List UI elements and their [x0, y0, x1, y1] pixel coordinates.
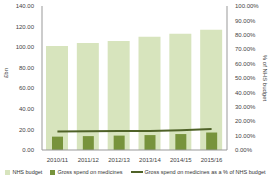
svg-text:70.00%: 70.00% [235, 46, 256, 52]
svg-text:2012/13: 2012/13 [108, 157, 130, 163]
svg-text:2013/14: 2013/14 [139, 157, 161, 163]
svg-text:60.00%: 60.00% [235, 61, 256, 67]
svg-text:50.00%: 50.00% [235, 75, 256, 81]
svg-text:120.00: 120.00 [16, 24, 35, 30]
svg-text:2014/15: 2014/15 [170, 157, 192, 163]
svg-text:2015/16: 2015/16 [201, 157, 223, 163]
svg-text:% of NHS budget: % of NHS budget [262, 55, 268, 102]
svg-text:90.00%: 90.00% [235, 18, 256, 24]
svg-text:0.00: 0.00 [22, 147, 34, 153]
svg-text:20.00%: 20.00% [235, 118, 256, 124]
svg-text:20.00: 20.00 [19, 127, 35, 133]
svg-text:140.00: 140.00 [16, 3, 35, 9]
html-text:Gross spend on medicines as a: Gross spend on medicines as a % of NHS b… [144, 169, 266, 175]
svg-text:100.00: 100.00 [16, 44, 35, 50]
svg-text:80.00: 80.00 [19, 65, 35, 71]
svg-text:80.00%: 80.00% [235, 32, 256, 38]
svg-text:£bn: £bn [3, 68, 9, 78]
svg-text:40.00: 40.00 [19, 106, 35, 112]
svg-text:30.00%: 30.00% [235, 104, 256, 110]
html-text:NHS budget: NHS budget [12, 169, 43, 175]
svg-text:0.00%: 0.00% [235, 147, 253, 153]
svg-text:40.00%: 40.00% [235, 90, 256, 96]
html-text:Gross spend on medicines: Gross spend on medicines [57, 169, 123, 175]
svg-text:2011/12: 2011/12 [78, 157, 100, 163]
svg-text:2010/11: 2010/11 [47, 157, 69, 163]
svg-text:10.00%: 10.00% [235, 133, 256, 139]
svg-text:100.00%: 100.00% [235, 3, 259, 9]
svg-text:60.00: 60.00 [19, 85, 35, 91]
